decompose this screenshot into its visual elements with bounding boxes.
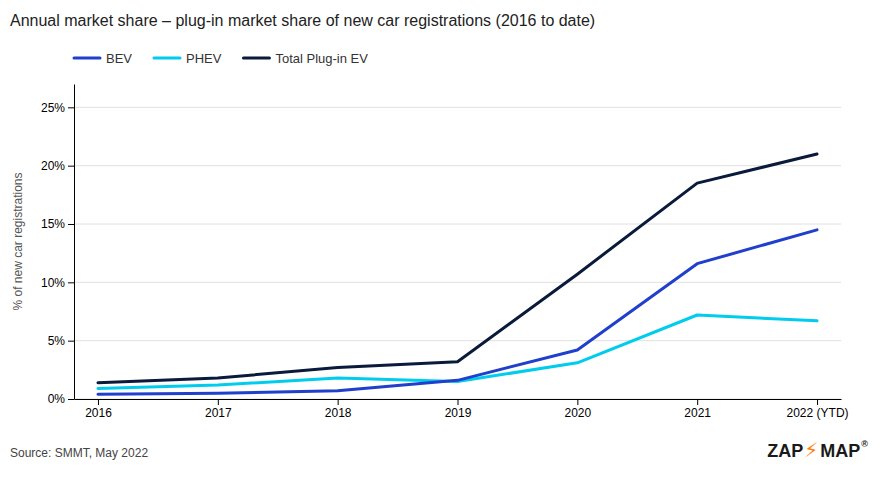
source-note: Source: SMMT, May 2022	[10, 446, 148, 460]
plot-area	[98, 154, 817, 394]
x-tick-label: 2019	[445, 406, 472, 420]
x-tick-mark	[218, 399, 219, 405]
x-tick: 2017	[205, 399, 232, 420]
x-tick: 2018	[325, 399, 352, 420]
y-axis-line	[74, 85, 75, 400]
y-tick: 10%	[41, 276, 74, 290]
x-tick-label: 2016	[85, 406, 112, 420]
x-tick-label: 2022 (YTD)	[787, 406, 849, 420]
legend-item: BEV	[74, 51, 132, 66]
legend-item: Total Plug-in EV	[243, 51, 368, 66]
y-tick-mark	[68, 107, 74, 108]
x-tick-mark	[98, 399, 99, 405]
y-tick: 25%	[41, 101, 74, 115]
x-tick-label: 2021	[684, 406, 711, 420]
y-tick-mark	[68, 282, 74, 283]
y-tick-mark	[68, 399, 74, 400]
x-tick-mark	[577, 399, 578, 405]
y-axis-title: % of new car registrations	[11, 172, 25, 310]
legend-label: BEV	[106, 51, 132, 66]
x-tick-label: 2020	[564, 406, 591, 420]
x-tick-mark	[817, 399, 818, 405]
y-tick-mark	[68, 341, 74, 342]
logo-text: ⚡	[804, 439, 818, 461]
x-axis: 2016 2017 2018 2019 2020 2021 2022 (YTD)	[75, 399, 849, 420]
x-tick-label: 2017	[205, 406, 232, 420]
legend-label: PHEV	[186, 51, 222, 66]
grid-line	[74, 165, 841, 166]
x-tick: 2020	[564, 399, 591, 420]
logo-text: MAP	[820, 441, 860, 461]
grid-line	[74, 107, 841, 108]
x-tick-mark	[458, 399, 459, 405]
y-tick-label: 20%	[41, 159, 65, 173]
y-axis: 0% 5% 10% 15% 20% 25%	[41, 85, 75, 407]
logo-text: ZAP	[767, 441, 803, 461]
y-tick-label: 0%	[48, 392, 66, 406]
grid-line	[74, 282, 841, 283]
legend-swatch	[243, 57, 269, 60]
y-tick-label: 10%	[41, 276, 65, 290]
y-tick-label: 5%	[48, 334, 66, 348]
x-tick: 2016	[85, 399, 112, 420]
y-tick: 15%	[41, 217, 74, 231]
title: Annual market share – plug-in market sha…	[10, 12, 595, 29]
x-tick: 2021	[684, 399, 711, 420]
x-tick-mark	[338, 399, 339, 405]
y-tick-mark	[68, 224, 74, 225]
legend-label: Total Plug-in EV	[275, 51, 368, 66]
grid	[74, 107, 841, 399]
grid-line	[74, 224, 841, 225]
x-tick: 2019	[445, 399, 472, 420]
y-tick: 20%	[41, 159, 74, 173]
legend: BEV PHEV Total Plug-in EV	[74, 51, 368, 66]
logo: ZAP⚡MAP®	[767, 439, 868, 461]
series-line	[98, 315, 817, 389]
grid-line	[74, 340, 841, 341]
y-tick: 0%	[48, 392, 74, 406]
legend-swatch	[74, 57, 100, 60]
y-tick-mark	[68, 166, 74, 167]
chart: Annual market share – plug-in market sha…	[0, 0, 885, 479]
y-tick-label: 25%	[41, 101, 65, 115]
series-line	[98, 154, 817, 383]
x-tick-mark	[697, 399, 698, 405]
logo-text: ®	[861, 439, 868, 449]
series-line	[98, 230, 817, 395]
y-tick: 5%	[48, 334, 74, 348]
x-tick: 2022 (YTD)	[787, 399, 849, 420]
y-tick-label: 15%	[41, 217, 65, 231]
legend-item: PHEV	[154, 51, 222, 66]
x-tick-label: 2018	[325, 406, 352, 420]
legend-swatch	[154, 57, 180, 60]
